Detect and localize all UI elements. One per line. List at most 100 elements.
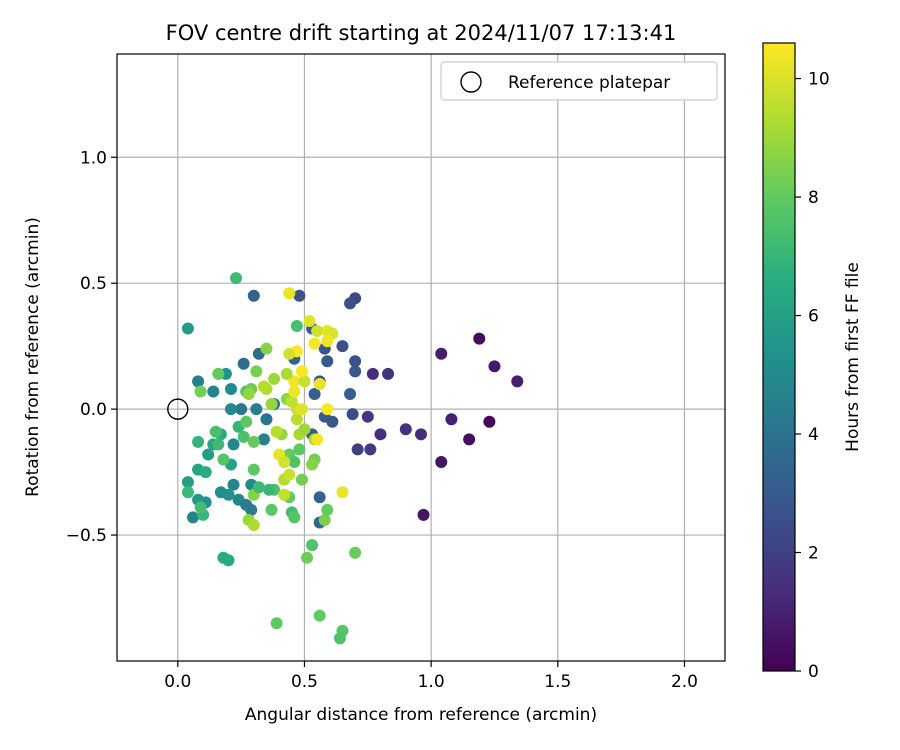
scatter-point (257, 433, 270, 446)
plot-frame (116, 53, 726, 662)
scatter-point (415, 428, 427, 441)
scatter-point (321, 503, 334, 516)
x-tick-label: 1.0 (418, 672, 445, 692)
colorbar-tick-label: 6 (808, 307, 819, 327)
scatter-point (247, 518, 260, 531)
scatter-point (278, 456, 291, 469)
scatter-point (265, 503, 278, 516)
colorbar-label: Hours from first FF file (843, 262, 863, 452)
scatter-point (247, 435, 260, 448)
scatter-point (344, 388, 357, 401)
scatter-point (207, 385, 220, 398)
scatter-point (260, 342, 273, 355)
scatter-point (311, 325, 324, 338)
y-tick-label: 0.5 (80, 274, 107, 294)
scatter-point (268, 372, 281, 385)
scatter-point (187, 511, 199, 524)
scatter-point (181, 322, 194, 335)
scatter-points (181, 272, 524, 645)
scatter-point (290, 413, 303, 426)
scatter-point (250, 365, 263, 378)
colorbar-tick-label: 0 (808, 662, 819, 682)
scatter-point (417, 508, 430, 521)
scatter-point (473, 332, 486, 345)
scatter-point (463, 433, 476, 446)
scatter-point (192, 435, 205, 448)
scatter-point (237, 430, 250, 443)
scatter-point (308, 337, 321, 350)
legend-entry-label: Reference platepar (508, 73, 670, 93)
scatter-point (298, 423, 311, 436)
scatter-point (333, 632, 346, 645)
grid-lines (117, 54, 725, 661)
colorbar-gradient (762, 42, 796, 672)
colorbar-tick-label: 4 (808, 425, 819, 445)
scatter-point (285, 395, 298, 408)
scatter-point (321, 355, 334, 368)
scatter-point (214, 486, 227, 499)
scatter-point (288, 456, 301, 469)
scatter-point (194, 385, 207, 398)
scatter-point (318, 513, 331, 526)
scatter-point (346, 408, 359, 421)
scatter-point (181, 486, 194, 499)
scatter-point (336, 340, 349, 353)
scatter-point (225, 403, 237, 416)
x-tick-label: 0.5 (291, 672, 318, 692)
colorbar: 0 2 4 6 8 10 Hours from first FF file (762, 42, 863, 682)
scatter-point (351, 443, 364, 456)
scatter-point (230, 272, 243, 285)
scatter-point (295, 365, 308, 378)
scatter-point (295, 403, 308, 416)
scatter-point (435, 456, 448, 469)
scatter-point (364, 443, 377, 456)
scatter-point (250, 403, 263, 416)
scatter-point (288, 385, 301, 398)
scatter-point (295, 473, 308, 486)
scatter-point (306, 539, 319, 552)
colorbar-tick-label: 8 (808, 188, 819, 208)
scatter-point (227, 438, 240, 451)
scatter-point (321, 403, 334, 416)
scatter-point (212, 438, 225, 451)
colorbar-tick-label: 10 (808, 70, 830, 90)
scatter-point (192, 375, 205, 388)
scatter-point (303, 314, 316, 327)
scatter-point (252, 481, 265, 494)
scatter-point (349, 365, 362, 378)
scatter-point (283, 347, 296, 360)
x-tick-label: 0.0 (164, 672, 191, 692)
y-tick-label: 1.0 (80, 148, 107, 168)
x-tick-label: 1.5 (544, 672, 571, 692)
scatter-point (181, 476, 194, 489)
scatter-point (283, 287, 296, 300)
legend-box (440, 61, 718, 101)
scatter-point (308, 388, 321, 401)
scatter-point (349, 355, 362, 368)
scatter-point (288, 375, 301, 388)
scatter-point (257, 380, 270, 393)
y-tick-label: −0.5 (66, 526, 107, 546)
scatter-point (293, 443, 306, 456)
scatter-point (247, 289, 260, 302)
scatter-point (199, 466, 212, 479)
scatter-point (265, 398, 278, 411)
y-axis-label: Rotation from reference (arcmin) (23, 217, 43, 497)
x-axis-ticks: 0.0 0.5 1.0 1.5 2.0 (164, 661, 698, 692)
scatter-point (194, 501, 207, 514)
chart-title: FOV centre drift starting at 2024/11/07 … (166, 21, 677, 45)
scatter-point (435, 347, 448, 360)
scatter-point (483, 415, 496, 428)
scatter-point (242, 388, 255, 401)
scatter-point (227, 478, 240, 491)
scatter-point (374, 428, 387, 441)
scatter-point (321, 335, 334, 348)
colorbar-tick-label: 2 (808, 544, 819, 564)
scatter-point (511, 375, 524, 388)
scatter-point (217, 453, 230, 466)
scatter-point (313, 609, 326, 622)
scatter-point (298, 375, 311, 388)
scatter-point (326, 415, 339, 428)
